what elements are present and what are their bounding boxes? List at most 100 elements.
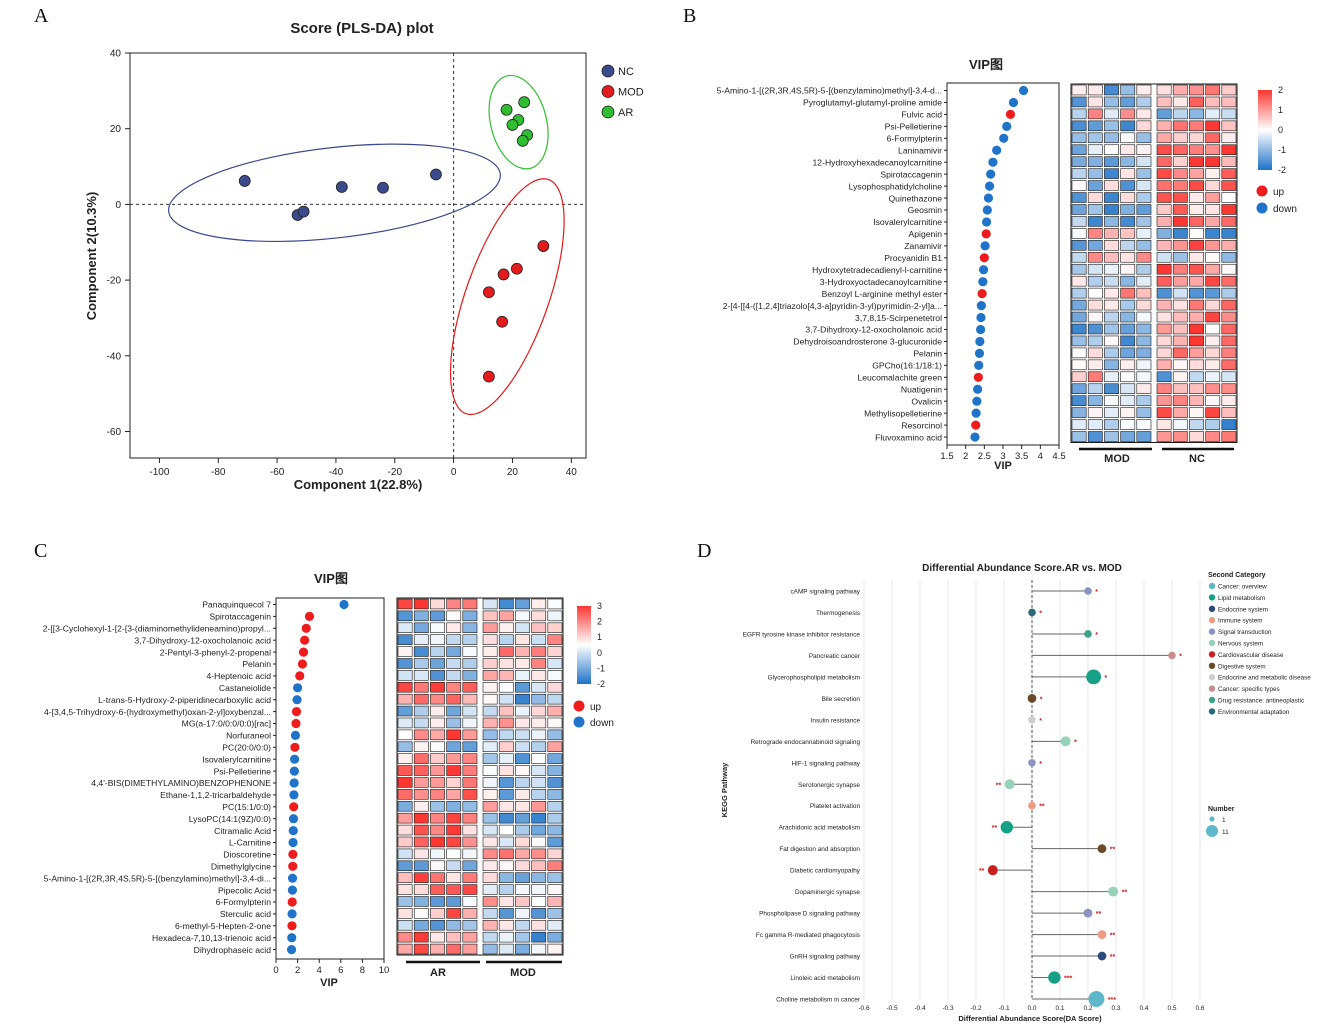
panel-d-dot-19: [1088, 991, 1105, 1007]
panel-c-heat-cell-26-8: [531, 908, 547, 919]
panel-c-heat-cell-25-7: [515, 896, 530, 907]
panel-b-heat-cell-25-0: [1071, 383, 1087, 394]
panel-c-row-label-15: 4,4'-BIS(DIMETHYLAMINO)BENZOPHENONE: [91, 778, 271, 788]
panel-d-xtick-label-5: -0.1: [998, 1005, 1010, 1012]
panel-d-sig-10: **: [1039, 804, 1045, 811]
panel-b-heat-cell-28-6: [1172, 419, 1188, 430]
panel-c-row-label-28: Hexadeca-7,10,13-trienoic acid: [152, 933, 271, 943]
panel-b-heat-cell-6-0: [1071, 156, 1087, 167]
panel-b-heat-cell-2-7: [1189, 108, 1204, 120]
panel-c-heat-cell-21-7: [515, 848, 530, 860]
panel-c-colorbar-label-3: 0: [597, 648, 602, 658]
panel-c-heat-cell-14-0: [397, 765, 413, 776]
panel-c-heat-cell-28-2: [430, 931, 445, 943]
panel-b-heat-cell-19-0: [1071, 311, 1087, 323]
panel-d-pathway-label-6: Insulin resistance: [811, 717, 861, 724]
panel-c-row-label-26: Sterculic acid: [220, 909, 271, 919]
panel-c-heat-cell-26-6: [498, 908, 514, 919]
panel-d-sig-4: *: [1104, 675, 1107, 682]
panel-c-heat-cell-10-2: [430, 717, 445, 729]
panel-a-point-nc-3: [335, 181, 348, 193]
panel-c-heat-cell-23-3: [446, 872, 462, 883]
panel-c-heat-cell-13-2: [430, 753, 445, 764]
panel-c-vip-frame: [275, 597, 385, 960]
panel-b-heat-cell-5-2: [1104, 144, 1119, 155]
panel-b-heat-cell-23-0: [1071, 359, 1087, 371]
panel-c-heat-cell-21-5: [482, 848, 498, 860]
panel-a-legend-marker-mod: [601, 85, 615, 98]
panel-c-heat-cell-7-2: [430, 681, 445, 693]
panel-b-heat-cell-15-1: [1087, 263, 1103, 275]
panel-c-heat-cell-24-8: [531, 884, 547, 895]
panel-d-pathway-label-5: Bile secretion: [822, 696, 861, 703]
panel-d-number-label-0: 1: [1222, 817, 1226, 824]
panel-c-heat-cell-15-1: [413, 777, 429, 788]
panel-c-heat-cell-2-1: [413, 622, 429, 633]
panel-b-heat-cell-28-8: [1205, 419, 1221, 430]
panel-b-heat-cell-26-0: [1071, 395, 1087, 406]
panel-d-pathway-label-10: Platelet activation: [810, 803, 861, 810]
panel-b-heat-cell-11-9: [1221, 216, 1237, 227]
panel-d-legend-marker-3: [1208, 617, 1216, 624]
panel-c-vip-dot-21: [288, 849, 298, 860]
panel-d-dot-16: [1097, 930, 1107, 939]
panel-d-sig-16: **: [1110, 933, 1116, 940]
panel-a-ytick-label-2: -20: [107, 276, 122, 287]
panel-b-heat-cell-15-3: [1120, 263, 1136, 275]
panel-c-heat-cell-24-0: [397, 884, 413, 895]
panel-b-heat-cell-4-3: [1120, 132, 1136, 144]
panel-a-xtick-label-5: 0: [451, 467, 457, 478]
panel-b-heat-cell-8-1: [1087, 180, 1103, 191]
panel-c-heat-cell-13-3: [446, 753, 462, 764]
panel-b-vip-dot-17: [977, 289, 987, 299]
panel-c-vip-dot-24: [287, 885, 298, 895]
panel-b-heat-cell-12-2: [1104, 228, 1119, 239]
panel-b-vip-dot-19: [976, 312, 986, 323]
panel-b-heat-cell-29-7: [1189, 431, 1204, 442]
panel-b-vip-dot-26: [972, 396, 982, 406]
panel-d-pathway-label-4: Glycerophospholipid metabolism: [768, 674, 860, 681]
panel-c-heat-cell-24-1: [413, 884, 429, 895]
panel-d-legend-label-5: Nervous system: [1218, 641, 1263, 648]
panel-b-heat-cell-21-9: [1221, 335, 1237, 347]
panel-c-heat-cell-11-1: [413, 729, 429, 741]
panel-b-vip-dot-20: [976, 324, 986, 335]
panel-d-legend-marker-7: [1208, 662, 1216, 669]
panel-c-heat-cell-17-3: [446, 800, 462, 812]
panel-c-heat-cell-4-5: [482, 646, 498, 657]
panel-b-heat-cell-14-7: [1189, 252, 1204, 263]
panel-c-heat-cell-11-8: [531, 729, 547, 741]
panel-c-heat-cell-13-5: [482, 753, 498, 764]
panel-b-heat-cell-24-6: [1172, 371, 1188, 383]
panel-b-heat-cell-2-9: [1221, 108, 1237, 120]
panel-d-xtick-label-11: 0.5: [1167, 1005, 1176, 1012]
panel-c-heat-cell-14-7: [515, 765, 530, 776]
panel-c-heat-cell-29-6: [498, 943, 514, 955]
panel-d-pathway-label-12: Fat digestion and absorption: [779, 846, 860, 853]
panel-c-heat-cell-15-9: [547, 777, 563, 788]
panel-b-vip-dot-3: [1002, 121, 1012, 131]
panel-b-heat-cell-18-6: [1172, 299, 1188, 311]
panel-d-legend-number-title: Number: [1208, 806, 1235, 813]
panel-b-heat-cell-21-4: [1136, 335, 1152, 347]
panel-c-heat-cell-11-3: [446, 729, 462, 741]
panel-b-heat-cell-25-9: [1221, 383, 1237, 394]
panel-d-legend-marker-11: [1208, 708, 1216, 715]
panel-d-legend-label-11: Environmental adaptation: [1218, 709, 1290, 716]
panel-c-heat-cell-22-6: [498, 860, 514, 871]
panel-a-legend-label-ar: AR: [618, 107, 633, 119]
panel-b-heat-cell-17-5: [1156, 287, 1172, 299]
panel-c-row-label-19: Citramalic Acid: [214, 826, 271, 836]
panel-c-heat-cell-8-5: [482, 693, 498, 705]
panel-c-vip-dot-22: [288, 861, 298, 871]
panel-b-heat-cell-9-8: [1205, 192, 1221, 203]
panel-c-heat-cell-14-5: [482, 765, 498, 776]
panel-b-heat-cell-12-8: [1205, 228, 1221, 239]
panel-d-legend-label-8: Endocrine and metabolic disease: [1218, 675, 1311, 682]
panel-d-da-score: Differential Abundance Score.AR vs. MOD …: [720, 563, 1311, 1023]
panel-d-legend-marker-1: [1208, 594, 1216, 601]
panel-c-heat-cell-2-2: [430, 622, 445, 633]
panel-c-heat-cell-7-5: [482, 681, 498, 693]
panel-c-row-label-5: Pelanin: [242, 659, 271, 669]
panel-d-xtick-label-3: -0.3: [942, 1005, 954, 1012]
